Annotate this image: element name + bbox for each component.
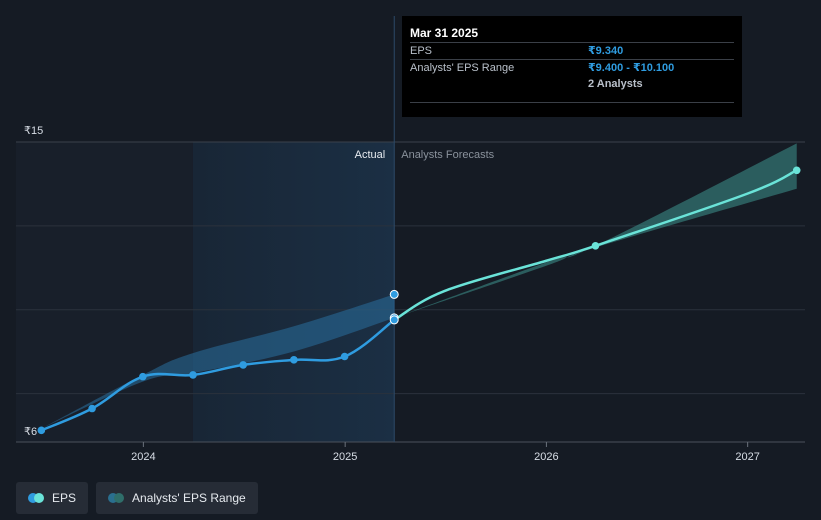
- highlight-region: [192, 142, 395, 442]
- y-tick-label-top: ₹15: [24, 125, 43, 137]
- tooltip-row-analysts: 2 Analysts: [410, 76, 734, 92]
- tooltip-eps-label: EPS: [410, 45, 433, 57]
- tooltip-eps-value: ₹9.340: [588, 45, 624, 57]
- actual-period-shade: [16, 142, 193, 442]
- eps-selected-point: [389, 315, 399, 325]
- x-tick-label: 2024: [131, 451, 155, 463]
- eps-actual-point: [37, 426, 46, 435]
- range-marker: [389, 289, 399, 299]
- legend-item-eps-range[interactable]: Analysts' EPS Range: [96, 482, 258, 514]
- eps-forecast-line: [393, 169, 798, 322]
- eps-actual-point: [239, 361, 247, 369]
- tooltip-row-eps: EPS ₹9.340: [410, 42, 734, 59]
- x-tick-label: 2025: [333, 451, 357, 463]
- forecast-label: Analysts Forecasts: [401, 149, 494, 161]
- legend-eps-range-label: Analysts' EPS Range: [132, 491, 246, 505]
- tooltip-range-label: Analysts' EPS Range: [410, 62, 515, 74]
- x-tick-label: 2026: [534, 451, 558, 463]
- tooltip-range-value: ₹9.400 - ₹10.100: [588, 62, 675, 74]
- eps-forecast-point: [792, 166, 801, 175]
- eps-legend-icon: [28, 493, 44, 503]
- y-tick-label-bottom: ₹6: [24, 426, 37, 438]
- eps-actual-point: [139, 372, 147, 381]
- eps-range-band-past: [41, 294, 395, 429]
- eps-actual-point: [88, 404, 96, 413]
- x-tick-label: 2027: [735, 451, 759, 463]
- eps-forecast-point: [591, 241, 600, 250]
- eps-actual-point: [290, 356, 298, 364]
- eps-range-band-forecast: [394, 143, 797, 318]
- eps-range-legend-icon: [108, 493, 125, 503]
- tooltip-analysts-value: 2 Analysts: [588, 78, 643, 90]
- eps-actual-point: [189, 371, 197, 379]
- tooltip-divider: [410, 102, 734, 103]
- tooltip-analysts-label: [410, 76, 588, 92]
- legend-item-eps[interactable]: EPS: [16, 482, 89, 514]
- tooltip-row-range: Analysts' EPS Range ₹9.400 - ₹10.100: [410, 59, 734, 76]
- actual-label: Actual: [355, 149, 386, 161]
- legend-eps-label: EPS: [52, 491, 77, 505]
- tooltip-date: Mar 31 2025: [410, 26, 479, 40]
- eps-actual-line: [40, 318, 395, 432]
- chart-legend: EPS Analysts' EPS Range: [16, 482, 258, 514]
- eps-actual-point: [340, 352, 349, 361]
- chart-tooltip: Mar 31 2025 EPS ₹9.340 Analysts' EPS Ran…: [402, 16, 742, 117]
